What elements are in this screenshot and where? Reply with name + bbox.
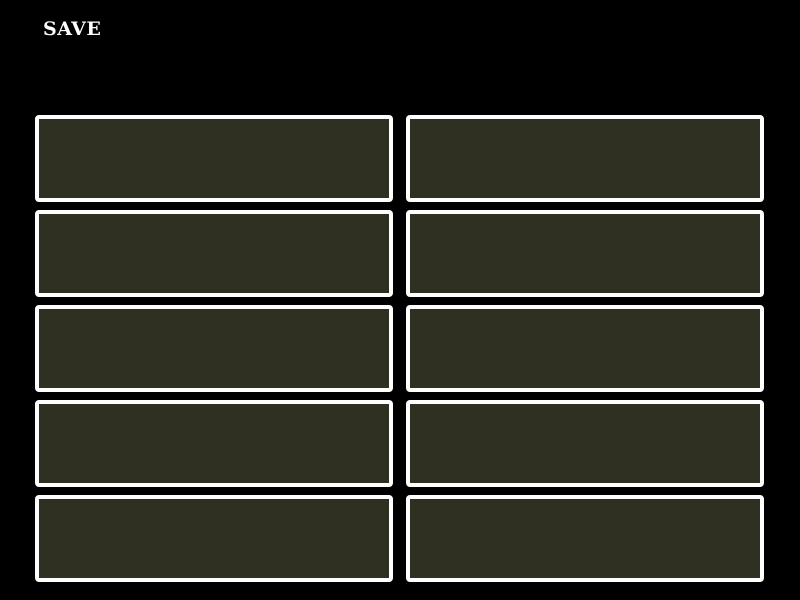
- save-slot-6[interactable]: [406, 305, 764, 392]
- save-slot-10[interactable]: [406, 495, 764, 582]
- save-slot-2[interactable]: [406, 115, 764, 202]
- save-slot-grid: [35, 115, 764, 582]
- save-slot-8[interactable]: [406, 400, 764, 487]
- page-title: SAVE: [43, 18, 102, 40]
- save-slot-9[interactable]: [35, 495, 393, 582]
- save-slot-7[interactable]: [35, 400, 393, 487]
- save-slot-3[interactable]: [35, 210, 393, 297]
- save-slot-5[interactable]: [35, 305, 393, 392]
- save-slot-4[interactable]: [406, 210, 764, 297]
- save-slot-1[interactable]: [35, 115, 393, 202]
